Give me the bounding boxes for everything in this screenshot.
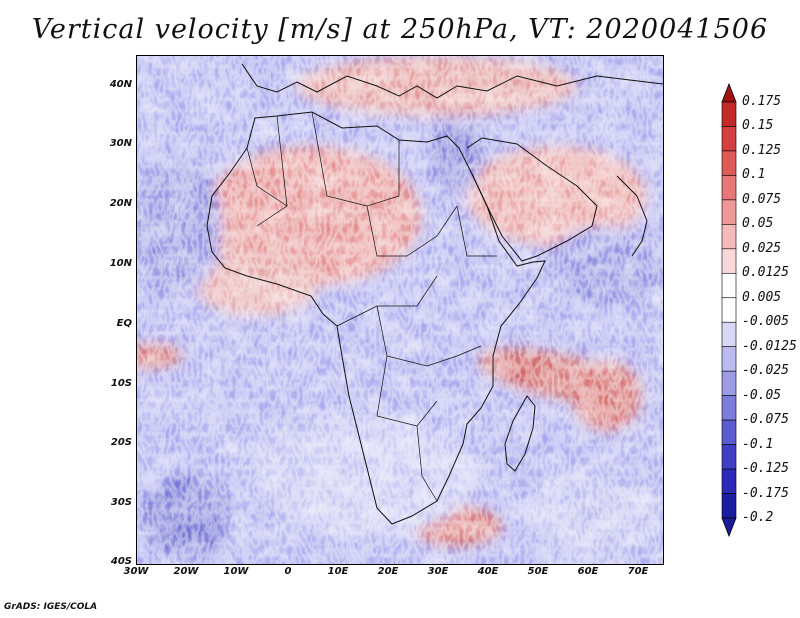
- colorbar-segment: [721, 444, 737, 470]
- colorbar-segment: [721, 199, 737, 225]
- colorbar-tick-label: -0.0125: [742, 338, 797, 354]
- colorbar-segment: [721, 175, 737, 201]
- colorbar-tick-label: -0.125: [742, 461, 789, 477]
- lon-tick-label: 10W: [223, 566, 249, 577]
- colorbar: [721, 82, 737, 538]
- madagascar-coastline: [504, 395, 536, 472]
- lon-tick-label: 30W: [123, 566, 149, 577]
- country-borders: [246, 111, 497, 502]
- colorbar-tick-label: 0.005: [742, 289, 782, 305]
- colorbar-tick-label: -0.075: [742, 412, 789, 428]
- lat-tick-label: 30N: [109, 138, 132, 149]
- colorbar-tick-label: 0.125: [742, 142, 782, 158]
- lon-tick-label: 20W: [173, 566, 199, 577]
- lon-tick-label: 40E: [477, 566, 499, 577]
- colorbar-segment: [721, 150, 737, 176]
- map-plot-area: [136, 55, 664, 565]
- colorbar-segment: [721, 370, 737, 396]
- lon-tick-label: 20E: [377, 566, 399, 577]
- lat-tick-label: 40N: [109, 79, 132, 90]
- colorbar-segment: [721, 224, 737, 250]
- credit-text: GrADS: IGES/COLA: [4, 602, 98, 612]
- colorbar-tick-label: 0.175: [742, 94, 782, 109]
- colorbar-tick-label: -0.025: [742, 363, 789, 379]
- lon-tick-label: 50E: [527, 566, 549, 577]
- lat-tick-label: 20S: [110, 437, 132, 448]
- arabia-coastline: [466, 137, 598, 262]
- lat-tick-label: 10S: [110, 378, 132, 389]
- colorbar-segment: [721, 248, 737, 274]
- africa-coastline: [206, 111, 546, 525]
- lat-tick-label: 20N: [109, 198, 132, 209]
- europe-coastline: [241, 63, 663, 99]
- lat-tick-label: EQ: [116, 318, 132, 329]
- colorbar-tick-label: 0.0125: [742, 265, 789, 281]
- lat-tick-label: 40S: [110, 556, 132, 567]
- colorbar-tick-label: 0.025: [742, 240, 782, 256]
- colorbar-segment: [721, 101, 737, 127]
- colorbar-segment: [721, 272, 737, 299]
- colorbar-segment: [721, 419, 737, 445]
- lat-tick-label: 30S: [110, 497, 132, 508]
- colorbar-segment: [721, 346, 737, 372]
- colorbar-tick-label: -0.1: [742, 436, 774, 452]
- lon-tick-label: 60E: [577, 566, 599, 577]
- chart-title: Vertical velocity [m/s] at 250hPa, VT: 2…: [31, 14, 769, 45]
- colorbar-tick-label: 0.1: [742, 167, 766, 183]
- colorbar-segment: [721, 468, 737, 494]
- colorbar-bottom-arrow: [721, 517, 737, 538]
- colorbar-segment: [721, 321, 737, 348]
- colorbar-tick-label: 0.15: [742, 118, 774, 134]
- colorbar-tick-label: 0.075: [742, 191, 782, 207]
- colorbar-top-arrow: [721, 82, 737, 103]
- colorbar-tick-label: -0.05: [742, 387, 782, 403]
- colorbar-tick-label: -0.2: [742, 510, 774, 525]
- coastlines: [206, 63, 663, 525]
- colorbar-segment: [721, 395, 737, 421]
- lon-tick-label: 10E: [327, 566, 349, 577]
- colorbar-tick-label: 0.05: [742, 216, 774, 232]
- lon-tick-label: 70E: [627, 566, 649, 577]
- field-texture-speckle: [137, 56, 663, 564]
- colorbar-segment: [721, 493, 737, 519]
- india-coastline: [616, 175, 648, 257]
- lat-tick-label: 10N: [109, 258, 132, 269]
- lon-tick-label: 30E: [427, 566, 449, 577]
- colorbar-segment: [721, 126, 737, 152]
- colorbar-tick-label: -0.005: [742, 314, 789, 330]
- lon-tick-label: 0: [284, 566, 292, 577]
- colorbar-tick-label: -0.175: [742, 485, 789, 501]
- colorbar-segment: [721, 297, 737, 323]
